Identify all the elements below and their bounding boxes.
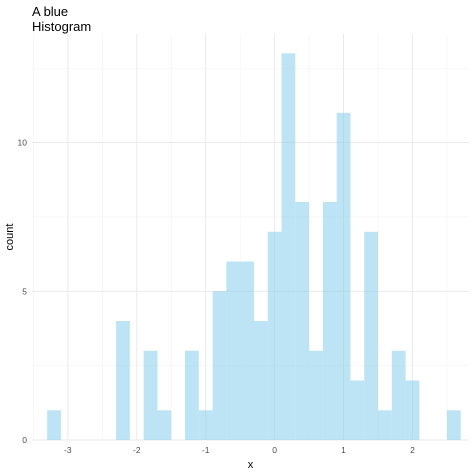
histogram-bar [116,321,130,440]
histogram-bar [322,202,337,440]
histogram-bar [226,261,241,440]
histogram-bar [391,350,406,440]
histogram-bar [212,291,227,440]
x-tick-label: 1 [341,445,346,455]
histogram-bar [185,350,199,440]
histogram-bar [240,261,254,440]
x-tick-label: -1 [202,445,210,455]
histogram-bar [350,380,365,440]
y-tick-labels: 0 5 10 [18,138,28,445]
histogram-bar [364,231,379,440]
histogram-bar [157,410,172,440]
x-axis-title: x [248,459,254,471]
histogram-bar [405,380,420,440]
histogram-bar [378,410,392,440]
histogram-bars [47,53,461,441]
x-tick-labels: -3 -2 -1 0 1 2 [64,445,415,455]
histogram-bar [253,321,268,440]
histogram-bar [295,202,310,440]
histogram-bar [47,410,61,440]
x-tick-label: 2 [410,445,415,455]
y-tick-label: 10 [18,138,28,148]
histogram-bar [446,410,461,440]
y-tick-label: 5 [22,286,27,296]
x-tick-label: -2 [133,445,141,455]
histogram-bar [336,112,351,441]
histogram-bar [198,410,213,440]
y-axis-title: count [4,224,16,251]
y-tick-label: 0 [22,435,27,445]
histogram-bar [143,350,158,440]
chart-title: A blue Histogram [32,4,92,34]
histogram-bar [309,350,323,440]
x-tick-label: -3 [64,445,72,455]
histogram-bar [281,53,296,440]
x-tick-label: 0 [272,445,277,455]
histogram-bar [267,231,282,440]
